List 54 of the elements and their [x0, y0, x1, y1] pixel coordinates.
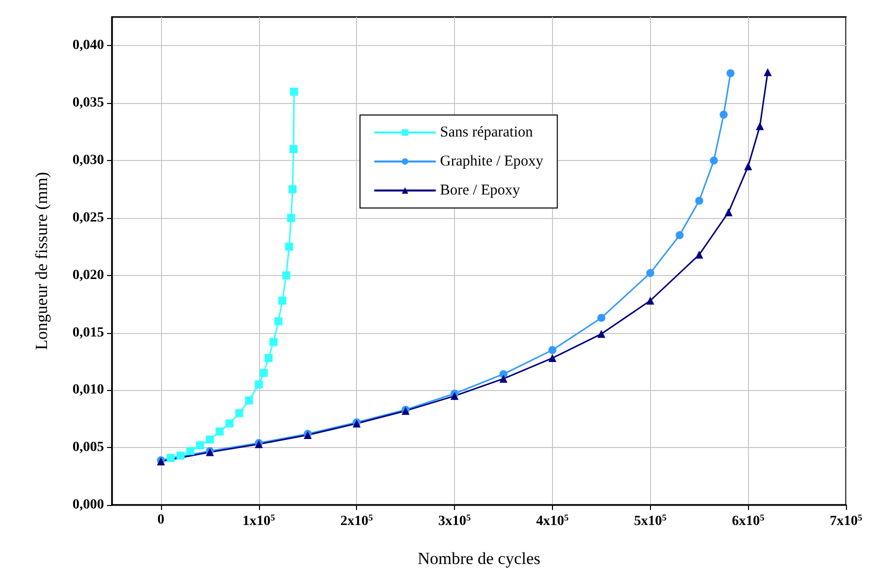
legend-label: Sans réparation — [440, 124, 534, 140]
point — [720, 110, 728, 119]
point — [186, 447, 194, 456]
point — [290, 88, 298, 96]
point — [499, 374, 508, 383]
point — [724, 208, 733, 216]
point — [254, 380, 263, 388]
point — [756, 122, 764, 130]
point — [235, 409, 244, 418]
y-tick-label: 0,030 — [72, 153, 104, 168]
y-tick-label: 0,025 — [72, 210, 104, 226]
point — [216, 428, 224, 436]
point — [245, 396, 254, 405]
point — [676, 231, 684, 240]
point — [695, 196, 704, 205]
point — [548, 354, 556, 362]
point — [695, 250, 704, 259]
point — [288, 185, 297, 194]
point — [287, 214, 296, 222]
y-tick-label: 0,040 — [72, 38, 104, 54]
point — [726, 69, 735, 78]
point — [710, 156, 718, 165]
y-tick-label: 0,005 — [72, 440, 104, 456]
y-tick-label: 0,020 — [72, 268, 104, 283]
point — [744, 162, 752, 170]
point — [274, 317, 282, 326]
point — [499, 370, 508, 378]
point — [225, 419, 234, 428]
y-axis-title: Longueur de fissure (mm) — [32, 172, 51, 350]
legend-label: Bore / Epoxy — [440, 182, 520, 198]
point — [260, 368, 268, 377]
legend-label: Graphite / Epoxy — [440, 154, 544, 170]
y-tick-label: 0,035 — [72, 96, 104, 111]
point — [206, 436, 214, 444]
point — [285, 242, 294, 251]
point — [646, 269, 654, 278]
point — [282, 271, 290, 280]
point — [646, 296, 654, 305]
y-tick-label: 0,010 — [72, 382, 104, 398]
y-tick-label: 0,000 — [72, 498, 104, 512]
point — [264, 354, 273, 362]
point — [764, 68, 772, 76]
point — [290, 145, 298, 154]
y-tick-label: 0,015 — [72, 325, 104, 340]
point — [278, 296, 286, 305]
point — [196, 441, 204, 450]
point — [269, 338, 278, 346]
x-tick-label: 0 — [157, 512, 164, 528]
x-axis-title: Nombre de cycles — [418, 549, 540, 568]
point — [548, 346, 556, 354]
point — [166, 454, 175, 462]
point — [176, 452, 185, 460]
point — [597, 330, 606, 338]
point — [597, 314, 606, 322]
